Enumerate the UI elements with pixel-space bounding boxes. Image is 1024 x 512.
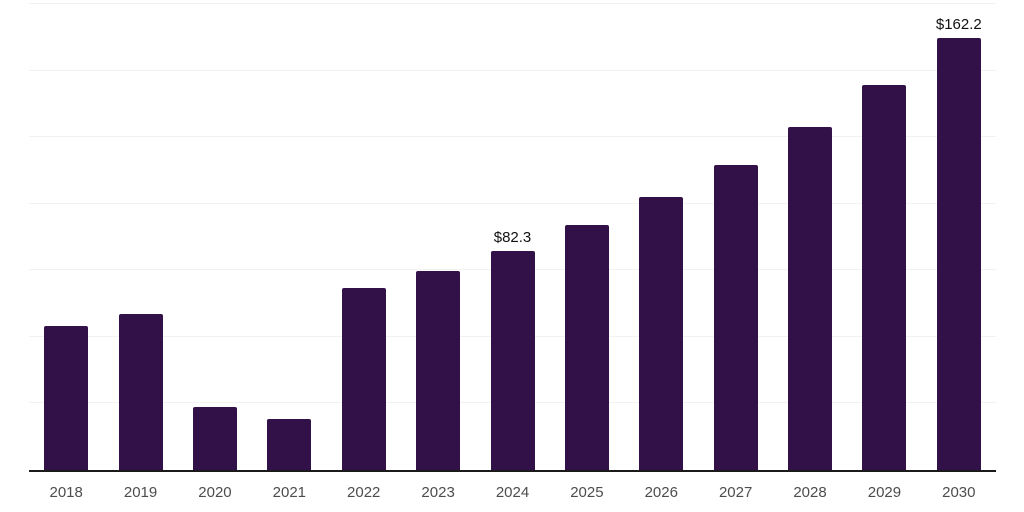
x-axis-tick-label-2019: 2019 (123, 484, 158, 501)
bar-2019 (118, 313, 163, 470)
x-axis-tick-label-2023: 2023 (421, 484, 455, 501)
x-axis-tick-label-2027: 2027 (718, 484, 753, 501)
bar-2030 (936, 38, 981, 470)
x-axis-tick-label-2021: 2021 (272, 484, 307, 501)
x-axis-tick-label-2025: 2025 (570, 484, 604, 501)
bar-2022 (341, 288, 386, 470)
bar-2018 (44, 326, 89, 470)
bar-2029 (862, 84, 907, 470)
bar-2025 (564, 225, 609, 470)
gridline (29, 202, 996, 204)
bar-2024 (490, 250, 535, 470)
bar-2026 (639, 196, 684, 470)
gridline (29, 69, 996, 71)
x-axis-tick-label-2028: 2028 (793, 484, 827, 501)
bar-value-label-2030: $162.2 (935, 16, 982, 34)
x-axis-tick-label-2029: 2029 (867, 484, 902, 501)
x-axis-tick-label-2030: 2030 (942, 484, 976, 501)
bar-2028 (788, 127, 833, 470)
x-axis: 2018 2019 2020 2021 2022 2023 2024 2025 2026 2027… (29, 484, 996, 506)
bar-2021 (267, 418, 312, 470)
plot-area: $82.3 $162.2 (29, 3, 996, 470)
gridline (29, 3, 996, 4)
bar-2027 (713, 164, 758, 470)
x-axis-line (29, 470, 996, 472)
bar-value-label-2024: $82.3 (493, 228, 532, 246)
bar-2023 (416, 270, 461, 470)
x-axis-tick-label-2020: 2020 (198, 484, 232, 501)
x-axis-tick-label-2024: 2024 (495, 484, 530, 501)
x-axis-tick-label-2026: 2026 (644, 484, 678, 501)
x-axis-tick-label-2022: 2022 (347, 484, 381, 501)
bar-2020 (192, 406, 237, 470)
x-axis-tick-label-2018: 2018 (49, 484, 83, 501)
gridline (29, 136, 996, 138)
